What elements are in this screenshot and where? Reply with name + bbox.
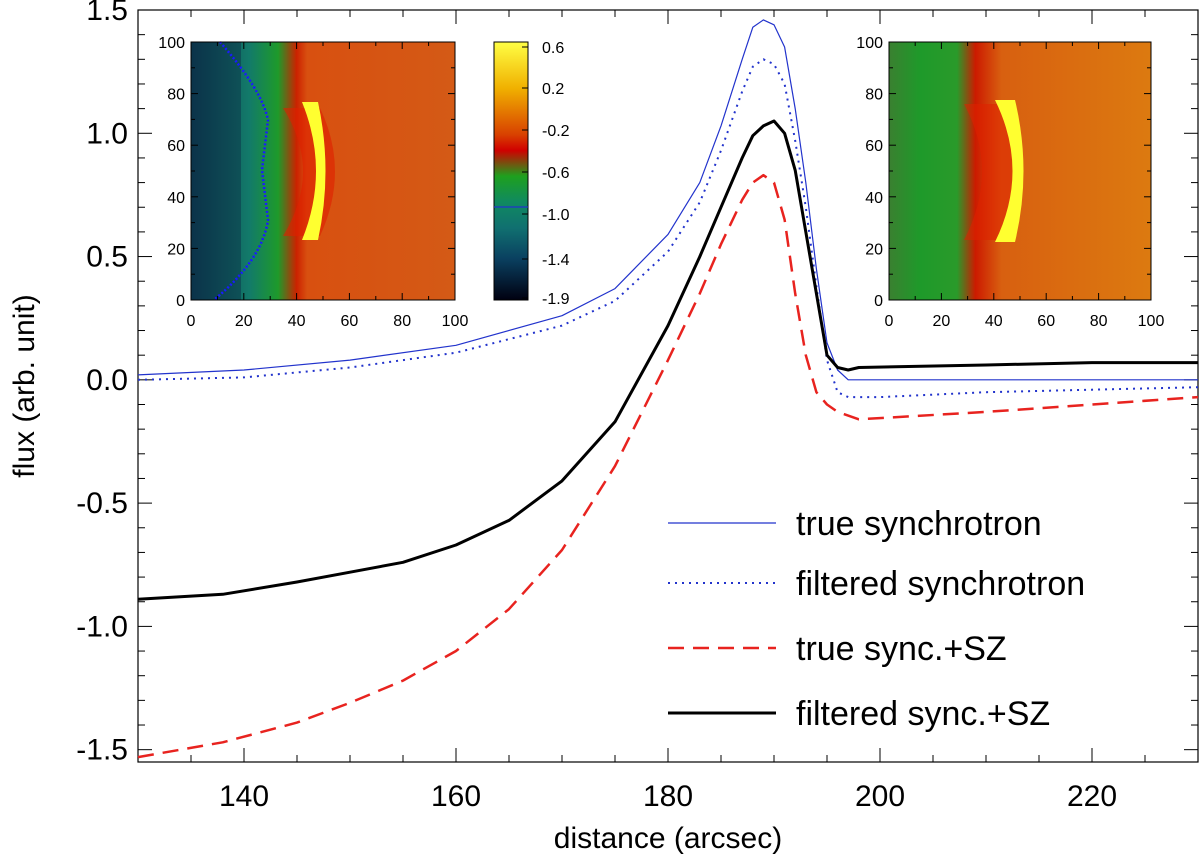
inset-x-tick-label: 40 xyxy=(985,313,1003,330)
inset-y-tick-label: 20 xyxy=(167,241,185,258)
right-inset-shock-rim xyxy=(964,104,1014,240)
colorbar: 0.6 0.2 -0.2 -0.6 -1.0 -1.4 -1.9 xyxy=(493,40,570,308)
legend-label: filtered synchrotron xyxy=(796,565,1085,603)
inset-y-tick-label: 60 xyxy=(865,138,883,155)
legend-label: true sync.+SZ xyxy=(796,630,1007,668)
inset-y-tick-label: 100 xyxy=(856,35,883,52)
inset-y-tick-label: 40 xyxy=(865,190,883,207)
inset-y-tick-label: 0 xyxy=(176,293,185,310)
right-inset-ticks: 0 20 40 60 80 100 0 20 40 60 80 100 xyxy=(856,35,1164,330)
x-axis-label: distance (arcsec) xyxy=(554,822,782,855)
legend-label: filtered sync.+SZ xyxy=(796,695,1050,733)
x-tick-label: 220 xyxy=(1067,780,1117,813)
colorbar-label: -0.6 xyxy=(542,165,570,182)
left-inset-shock-front xyxy=(302,102,326,240)
x-axis-ticks xyxy=(137,10,1199,762)
x-axis-tick-labels: 140 160 180 200 220 xyxy=(219,780,1117,813)
left-inset: 0 20 40 60 80 100 0 20 40 60 80 100 xyxy=(158,35,468,330)
inset-y-tick-label: 60 xyxy=(167,138,185,155)
inset-x-tick-label: 80 xyxy=(393,313,411,330)
y-tick-label: 1.0 xyxy=(86,117,128,150)
x-tick-label: 180 xyxy=(643,780,693,813)
inset-y-tick-label: 0 xyxy=(874,293,883,310)
inset-x-tick-label: 80 xyxy=(1090,313,1108,330)
y-tick-label: -1.5 xyxy=(76,734,128,767)
left-inset-dark-region xyxy=(191,42,241,300)
inset-x-tick-label: 0 xyxy=(187,313,196,330)
right-inset: 0 20 40 60 80 100 0 20 40 60 80 100 xyxy=(856,35,1164,330)
inset-x-tick-label: 100 xyxy=(442,313,469,330)
inset-y-tick-label: 100 xyxy=(158,35,185,52)
inset-x-tick-label: 20 xyxy=(933,313,951,330)
inset-x-tick-label: 40 xyxy=(288,313,306,330)
x-tick-label: 140 xyxy=(219,780,269,813)
right-inset-shock-front xyxy=(995,100,1024,242)
inset-x-tick-label: 20 xyxy=(235,313,253,330)
legend-label: true synchrotron xyxy=(796,505,1042,543)
inset-x-tick-label: 60 xyxy=(1037,313,1055,330)
inset-x-tick-label: 0 xyxy=(885,313,894,330)
y-tick-label: 0.5 xyxy=(86,241,128,274)
colorbar-label: -1.0 xyxy=(542,207,570,224)
inset-x-tick-label: 60 xyxy=(341,313,359,330)
inset-y-tick-label: 80 xyxy=(167,87,185,104)
inset-y-tick-label: 40 xyxy=(167,190,185,207)
x-tick-label: 200 xyxy=(855,780,905,813)
y-axis-tick-labels: -1.5 -1.0 -0.5 0.0 0.5 1.0 1.5 xyxy=(76,0,128,767)
colorbar-label: -1.9 xyxy=(542,291,570,308)
left-inset-ticks: 0 20 40 60 80 100 0 20 40 60 80 100 xyxy=(158,35,468,330)
y-tick-label: 0.0 xyxy=(86,364,128,397)
y-tick-label: -1.0 xyxy=(76,610,128,643)
series-line-filtered-synchrotron xyxy=(137,58,1199,399)
colorbar-labels: 0.6 0.2 -0.2 -0.6 -1.0 -1.4 -1.9 xyxy=(522,40,570,308)
inset-x-tick-label: 100 xyxy=(1138,313,1165,330)
y-tick-label: -0.5 xyxy=(76,487,128,520)
colorbar-label: 0.2 xyxy=(542,81,564,98)
colorbar-gradient xyxy=(493,41,529,301)
x-tick-label: 160 xyxy=(431,780,481,813)
y-tick-label: 1.5 xyxy=(86,0,128,27)
inset-y-tick-label: 20 xyxy=(865,241,883,258)
y-axis-label: flux (arb. unit) xyxy=(8,294,41,477)
inset-y-tick-label: 80 xyxy=(865,87,883,104)
series-layer xyxy=(137,19,1199,759)
colorbar-label: -0.2 xyxy=(542,123,570,140)
series-line-true-synchrotron xyxy=(137,19,1198,381)
series-line-filtered-sync-sz xyxy=(137,119,1198,601)
legend: true synchrotron filtered synchrotron true… xyxy=(668,505,1085,733)
colorbar-label: 0.6 xyxy=(542,40,564,57)
series-line-true-sync-sz xyxy=(137,173,1199,759)
colorbar-label: -1.4 xyxy=(542,252,570,269)
